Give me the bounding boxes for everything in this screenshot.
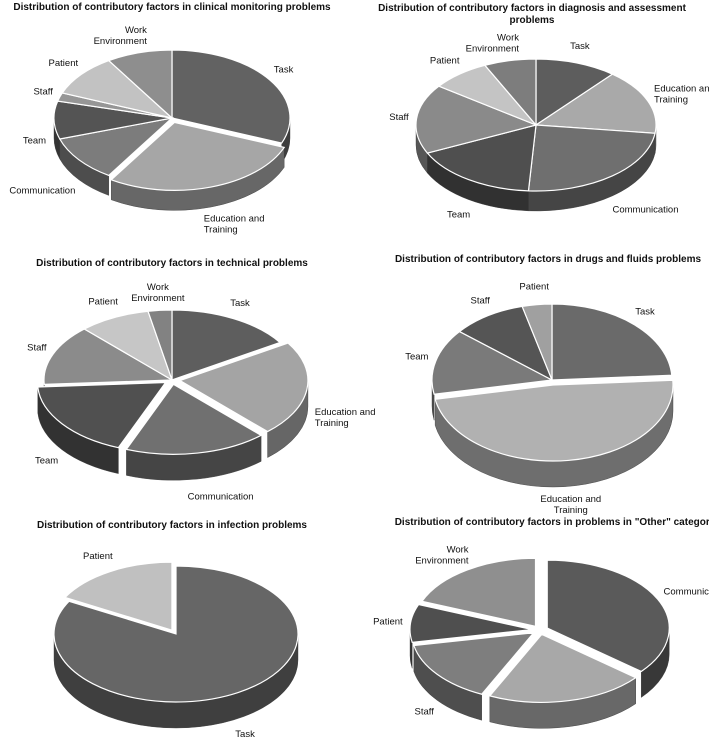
chart-5-slice-2-label-line-1: Patient	[83, 551, 113, 562]
chart-3-slice-7	[147, 309, 173, 381]
chart-2-slice-1	[535, 58, 614, 127]
chart-3-slice-2-label-line-2: Training	[315, 418, 349, 429]
chart-1-slice-2-label-line-2: Training	[204, 225, 238, 236]
chart-2-slice-7-label-line-2: Environment	[466, 44, 520, 55]
chart-5-title-line-1: Distribution of contributory factors in …	[37, 520, 307, 531]
chart-3-slice-7-label-line-2: Environment	[131, 293, 185, 304]
chart-1-slice-6-label-line-1: Patient	[49, 58, 79, 69]
chart-2-slice-7	[483, 58, 537, 127]
pie-chart-5: Distribution of contributory factors in …	[37, 520, 307, 740]
chart-4-slice-4-label-line-1: Staff	[471, 296, 491, 307]
chart-6-slice-5-label-line-2: Environment	[415, 556, 469, 567]
chart-2-slice-5-label-line-1: Staff	[389, 112, 409, 123]
chart-2-slice-6-label-line-1: Patient	[430, 55, 460, 66]
pie-chart-3: Distribution of contributory factors in …	[27, 258, 375, 503]
chart-2-slice-2-label-line-2: Training	[654, 95, 688, 106]
chart-4-slice-3-label-line-1: Team	[405, 352, 428, 363]
chart-2-slice-5	[415, 85, 538, 154]
chart-4-slice-3	[431, 330, 554, 395]
chart-2-slice-1-label-line-1: Task	[570, 41, 590, 52]
chart-5-slice-2	[63, 561, 173, 631]
chart-2-title-line-1: Distribution of contributory factors in …	[378, 3, 686, 14]
chart-4-slice-1	[551, 303, 673, 381]
chart-5-slice-1-label-line-1: Task	[235, 729, 255, 740]
chart-2-slice-4-label-line-1: Team	[447, 209, 470, 220]
chart-6-slice-3	[413, 631, 536, 695]
pie-chart-2: Distribution of contributory factors in …	[378, 3, 709, 220]
chart-2-slice-2	[534, 73, 657, 134]
chart-1-title-line-1: Distribution of contributory factors in …	[13, 2, 331, 13]
chart-6-slice-3-label-line-1: Staff	[415, 706, 435, 717]
chart-1-slice-3	[58, 117, 174, 177]
chart-3-slice-6-label-line-1: Patient	[88, 297, 118, 308]
chart-3-slice-1-label-line-1: Task	[230, 298, 250, 309]
chart-3-slice-2-label-line-1: Education and	[315, 407, 376, 418]
chart-3-slice-1	[171, 309, 282, 381]
chart-6-slice-1	[546, 559, 670, 673]
pie-chart-6: Distribution of contributory factors in …	[373, 517, 709, 741]
chart-4-slice-2	[434, 379, 674, 462]
chart-2-slice-2-label-line-1: Education and	[654, 84, 709, 95]
chart-4-slice-2-label-line-2: Training	[554, 505, 588, 516]
chart-1-slice-1	[171, 49, 291, 144]
chart-6-slice-4	[409, 603, 533, 643]
pie-chart-1: Distribution of contributory factors in …	[9, 2, 331, 236]
chart-1-slice-5-label-line-1: Staff	[33, 86, 53, 97]
chart-1-slice-1-label-line-1: Task	[274, 65, 294, 76]
chart-1-slice-2	[110, 121, 286, 191]
chart-6-slice-2	[488, 633, 637, 703]
chart-1-slice-7	[107, 49, 173, 120]
chart-3-slice-2	[178, 342, 309, 433]
chart-3-title-line-1: Distribution of contributory factors in …	[36, 258, 308, 269]
chart-1-slice-7-label-line-1: Work	[125, 25, 147, 36]
chart-6-title-line-1: Distribution of contributory factors in …	[395, 517, 709, 528]
chart-2-slice-4	[426, 124, 537, 192]
chart-2-slice-3	[527, 124, 656, 192]
chart-3-slice-5	[43, 328, 175, 386]
chart-1-slice-4-label-line-1: Team	[23, 136, 46, 147]
chart-6-slice-5-label-line-1: Work	[447, 545, 469, 556]
chart-1-slice-6	[61, 59, 175, 120]
chart-4-slice-1-label-line-1: Task	[635, 306, 655, 317]
pie-chart-4: Distribution of contributory factors in …	[395, 254, 702, 516]
chart-3-slice-3	[125, 383, 263, 455]
chart-1-slice-7-label-line-2: Environment	[94, 36, 148, 47]
chart-2-title-line-2: problems	[509, 15, 554, 26]
chart-2-slice-7-label-line-1: Work	[497, 33, 519, 44]
chart-2-slice-3-label-line-1: Communication	[613, 205, 679, 216]
chart-3-slice-5-label-line-1: Staff	[27, 343, 47, 354]
chart-4-slice-4	[458, 305, 554, 382]
chart-3-slice-3-label-line-1: Communication	[188, 492, 254, 503]
chart-5-slice-1	[53, 565, 299, 703]
chart-3-slice-7-label-line-1: Work	[147, 282, 169, 293]
chart-6-slice-5	[421, 557, 537, 628]
chart-1-slice-3-label-line-1: Communication	[9, 186, 75, 197]
chart-4-title-line-1: Distribution of contributory factors in …	[395, 254, 702, 265]
chart-6-slice-1-label-line-1: Communication	[664, 586, 709, 597]
chart-4-slice-2-label-line-1: Education and	[540, 494, 601, 505]
chart-1-slice-2-label-line-1: Education and	[204, 214, 265, 225]
chart-3-slice-4-label-line-1: Team	[35, 455, 58, 466]
chart-6-slice-2-label-line-1: Team	[559, 739, 582, 741]
chart-4-slice-5-label-line-1: Patient	[519, 282, 549, 293]
chart-3-slice-4	[37, 381, 167, 449]
chart-6-slice-4-label-line-1: Patient	[373, 616, 403, 627]
chart-4-slice-5	[521, 303, 553, 381]
